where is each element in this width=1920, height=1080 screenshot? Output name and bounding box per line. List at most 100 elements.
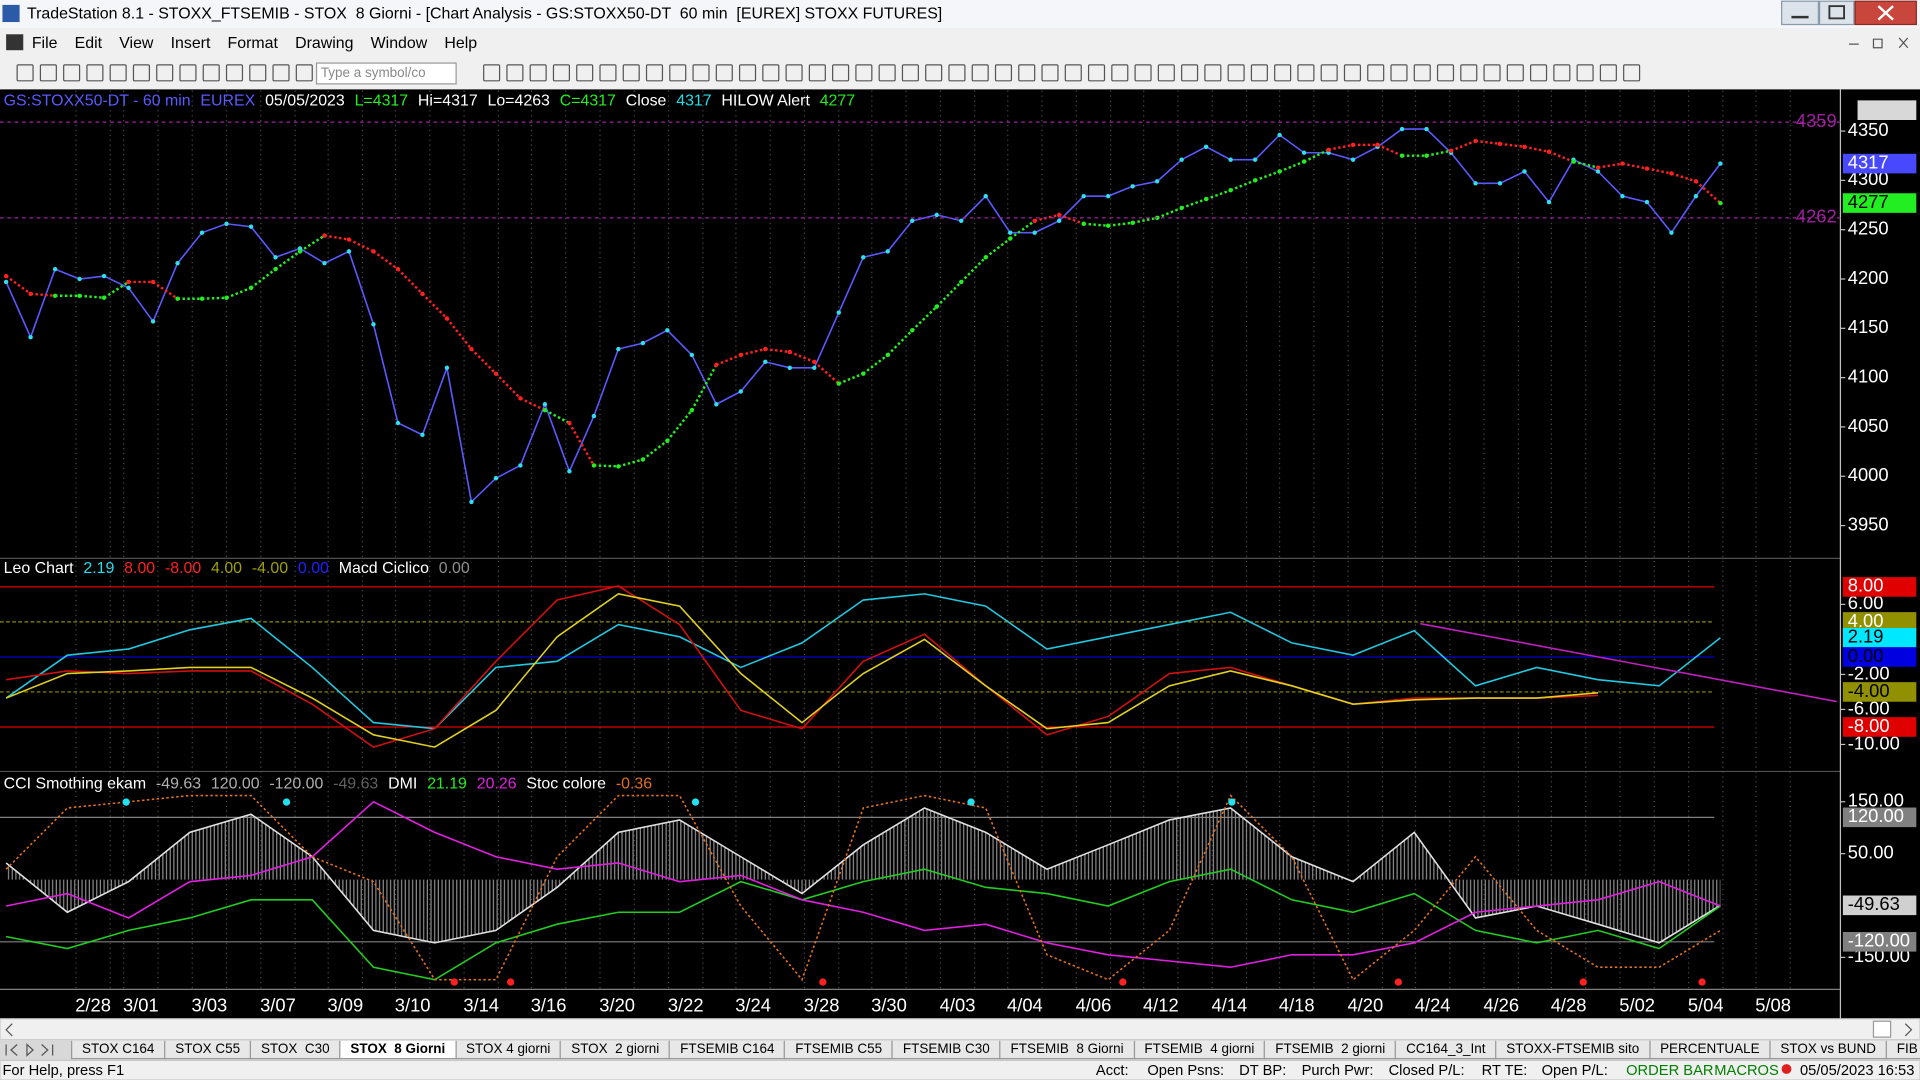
toolbar-icon: [86, 64, 104, 82]
hilow-segment: [1573, 160, 1599, 169]
price-point: [1252, 157, 1258, 162]
hilow-point: [1375, 142, 1380, 148]
menu-item[interactable]: File: [31, 33, 58, 52]
status-item: 05/05/2023 16:53: [1800, 1061, 1915, 1079]
sheet-tab[interactable]: FIB vs BUND: [1885, 1040, 1920, 1060]
price-point: [714, 402, 719, 407]
hilow-segment: [568, 422, 595, 467]
y-tick-label: 50.00: [1848, 841, 1894, 862]
hilow-point: [1203, 196, 1209, 202]
hilow-segment: [789, 350, 815, 363]
minimize-button[interactable]: [1781, 0, 1819, 26]
hilow-point: [469, 346, 474, 352]
toolbar-icon: [249, 64, 267, 82]
header-item: 4277: [819, 90, 856, 109]
panel-buttons[interactable]: [1857, 100, 1917, 120]
hilow-segment: [813, 360, 840, 385]
status-item: Purch Pwr:: [1301, 1061, 1374, 1079]
tab-nav[interactable]: [5, 1043, 54, 1057]
hilow-point: [689, 407, 695, 413]
toolbar-icon: [1297, 64, 1315, 82]
sheet-tab[interactable]: STOX C55: [164, 1040, 252, 1060]
sheet-tab[interactable]: FTSEMIB 8 Giorni: [999, 1040, 1135, 1060]
sheet-tab[interactable]: STOX C164: [71, 1040, 166, 1060]
menu-bar: [0, 28, 1920, 58]
hilow-point: [126, 279, 131, 285]
sheet-tab[interactable]: STOX 8 Giorni: [339, 1040, 457, 1060]
sheet-tab[interactable]: FTSEMIB C164: [669, 1040, 786, 1060]
price-point: [1301, 150, 1307, 155]
menu-item[interactable]: Help: [444, 33, 478, 52]
maximize-button[interactable]: [1818, 0, 1855, 26]
header-item: HILOW Alert: [721, 90, 810, 109]
hilow-point: [101, 295, 107, 300]
header-item: Hi=4317: [417, 90, 478, 109]
header-item: Leo Chart: [3, 558, 74, 577]
hilow-point: [591, 463, 597, 468]
toolbar-icon: [552, 64, 571, 82]
hilow-segment: [1156, 206, 1183, 219]
hilow-segment: [1328, 143, 1354, 151]
symbol-input[interactable]: Type a symbol/co: [315, 62, 457, 85]
price-point: [1497, 181, 1503, 186]
y-tick-label: 4250: [1848, 218, 1889, 239]
price-point: [469, 499, 474, 505]
sheet-tab[interactable]: STOX C30: [249, 1040, 341, 1060]
sheet-tab[interactable]: STOXX-FTSEMIB sito: [1495, 1040, 1651, 1060]
price-point: [175, 261, 180, 266]
signal-high: [282, 798, 291, 806]
hilow-point: [1350, 142, 1356, 148]
value-box-label: 4.00: [1848, 610, 1884, 631]
title-bar: [0, 0, 1920, 29]
hilow-point: [1326, 147, 1331, 152]
toolbar-icon: [738, 64, 757, 82]
status-item: ORDER BAR: [1626, 1061, 1714, 1079]
hilow-point: [77, 293, 82, 298]
price-point: [1130, 184, 1135, 189]
status-item: Closed P/L:: [1388, 1061, 1465, 1079]
hilow-point: [150, 279, 156, 285]
price-point: [3, 279, 9, 285]
hilow-point: [812, 359, 817, 365]
sheet-tab[interactable]: FTSEMIB 4 giorni: [1133, 1040, 1266, 1060]
mdi-buttons[interactable]: [1848, 37, 1909, 49]
sheet-tab[interactable]: CC164_3_Int: [1395, 1040, 1497, 1060]
toolbar: [0, 57, 1920, 90]
menu-item[interactable]: Insert: [170, 33, 211, 52]
signal-low: [450, 978, 458, 986]
sheet-tab[interactable]: PERCENTUALE: [1649, 1040, 1771, 1060]
scroll-arrows[interactable]: [5, 1023, 1913, 1037]
scroll-bar[interactable]: [0, 1018, 1920, 1041]
price-point: [616, 346, 621, 352]
menu-item[interactable]: Drawing: [295, 33, 354, 52]
menu-item[interactable]: View: [119, 33, 154, 52]
panel-header: CCI Smothing ekam -49.63 120.00 -120.00 -49.…: [4, 774, 652, 792]
menu-item[interactable]: Format: [227, 33, 278, 52]
hilow-segment: [250, 268, 277, 289]
toolbar-icon: [808, 64, 826, 82]
menu-item[interactable]: Edit: [74, 33, 103, 52]
sheet-tab[interactable]: STOX 2 giorni: [560, 1040, 671, 1060]
sheet-tab[interactable]: FTSEMIB C55: [784, 1040, 894, 1060]
hilow-segment: [274, 250, 301, 271]
toolbar-icon: [599, 64, 617, 82]
sheet-tab[interactable]: STOX vs BUND: [1769, 1040, 1887, 1060]
x-tick-label: 3/22: [668, 994, 704, 1015]
price-point: [1424, 126, 1429, 132]
hilow-point: [1669, 171, 1674, 176]
x-tick-label: 4/24: [1415, 994, 1451, 1015]
status-item: RT TE:: [1481, 1061, 1528, 1079]
sheet-tabs: STOX C164 STOX C55 STOX C30 STOX 8 Giorni ST…: [71, 1040, 1920, 1060]
menu-item[interactable]: Window: [370, 33, 428, 52]
scroll-thumb[interactable]: [1872, 1020, 1892, 1038]
toolbar-icon: [715, 64, 733, 82]
sheet-tab[interactable]: STOX 4 giorni: [455, 1040, 562, 1060]
sheet-tab[interactable]: FTSEMIB 2 giorni: [1264, 1040, 1397, 1060]
header-item: 2.19: [83, 558, 115, 577]
sheet-tab[interactable]: FTSEMIB C30: [891, 1040, 1001, 1060]
toolbar-icon: [832, 64, 850, 82]
cci-histogram: [6, 807, 1721, 943]
hilow-point: [175, 296, 180, 301]
hilow-segment: [1450, 139, 1476, 152]
price-point: [224, 221, 229, 226]
